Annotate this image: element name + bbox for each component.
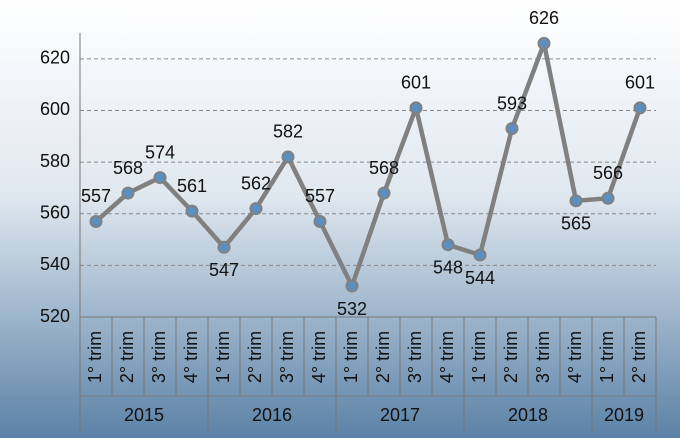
x-tick-label: 1° trim xyxy=(597,331,617,383)
data-label: 601 xyxy=(625,73,655,93)
group-label: 2017 xyxy=(380,405,420,425)
data-label: 544 xyxy=(465,268,495,288)
data-label: 548 xyxy=(433,257,463,277)
data-label: 568 xyxy=(113,158,143,178)
x-tick-label: 3° trim xyxy=(405,331,425,383)
marker xyxy=(217,240,231,254)
x-tick-label: 2° trim xyxy=(117,331,137,383)
y-tick-label: 600 xyxy=(40,99,70,119)
data-label: 601 xyxy=(401,73,431,93)
data-label: 582 xyxy=(273,122,303,142)
marker xyxy=(345,279,359,293)
data-label: 574 xyxy=(145,142,175,162)
marker xyxy=(185,204,199,218)
marker xyxy=(281,150,295,164)
data-label: 566 xyxy=(593,163,623,183)
x-tick-label: 4° trim xyxy=(181,331,201,383)
x-tick-label: 4° trim xyxy=(309,331,329,383)
x-tick-label: 2° trim xyxy=(501,331,521,383)
data-label: 557 xyxy=(305,186,335,206)
data-label: 561 xyxy=(177,176,207,196)
group-label: 2018 xyxy=(508,405,548,425)
x-tick-label: 4° trim xyxy=(565,331,585,383)
data-label: 532 xyxy=(337,299,367,319)
y-tick-label: 580 xyxy=(40,151,70,171)
marker xyxy=(473,248,487,262)
x-tick-label: 3° trim xyxy=(277,331,297,383)
marker xyxy=(633,101,647,115)
marker xyxy=(537,36,551,50)
x-tick-label: 1° trim xyxy=(85,331,105,383)
x-tick-label: 1° trim xyxy=(469,331,489,383)
marker xyxy=(153,171,167,185)
data-label: 547 xyxy=(209,260,239,280)
y-tick-label: 540 xyxy=(40,254,70,274)
marker xyxy=(409,101,423,115)
y-tick-label: 620 xyxy=(40,48,70,68)
y-tick-label: 520 xyxy=(40,306,70,326)
x-tick-label: 1° trim xyxy=(213,331,233,383)
x-tick-label: 4° trim xyxy=(437,331,457,383)
data-label: 562 xyxy=(241,173,271,193)
marker xyxy=(249,202,263,216)
marker xyxy=(601,191,615,205)
x-tick-label: 1° trim xyxy=(341,331,361,383)
marker xyxy=(377,186,391,200)
x-tick-label: 3° trim xyxy=(533,331,553,383)
data-label: 568 xyxy=(369,158,399,178)
data-label: 565 xyxy=(561,214,591,234)
x-tick-label: 2° trim xyxy=(373,331,393,383)
group-label: 2015 xyxy=(124,405,164,425)
group-label: 2016 xyxy=(252,405,292,425)
series-line xyxy=(94,41,643,289)
data-label: 593 xyxy=(497,93,527,113)
marker xyxy=(313,214,327,228)
y-tick-label: 560 xyxy=(40,202,70,222)
data-label: 626 xyxy=(529,8,559,28)
marker xyxy=(441,238,455,252)
marker xyxy=(569,194,583,208)
x-tick-label: 2° trim xyxy=(245,331,265,383)
marker xyxy=(505,122,519,136)
x-tick-label: 3° trim xyxy=(149,331,169,383)
group-label: 2019 xyxy=(604,405,644,425)
marker xyxy=(89,214,103,228)
data-label: 557 xyxy=(81,186,111,206)
x-tick-label: 2° trim xyxy=(629,331,649,383)
marker xyxy=(121,186,135,200)
